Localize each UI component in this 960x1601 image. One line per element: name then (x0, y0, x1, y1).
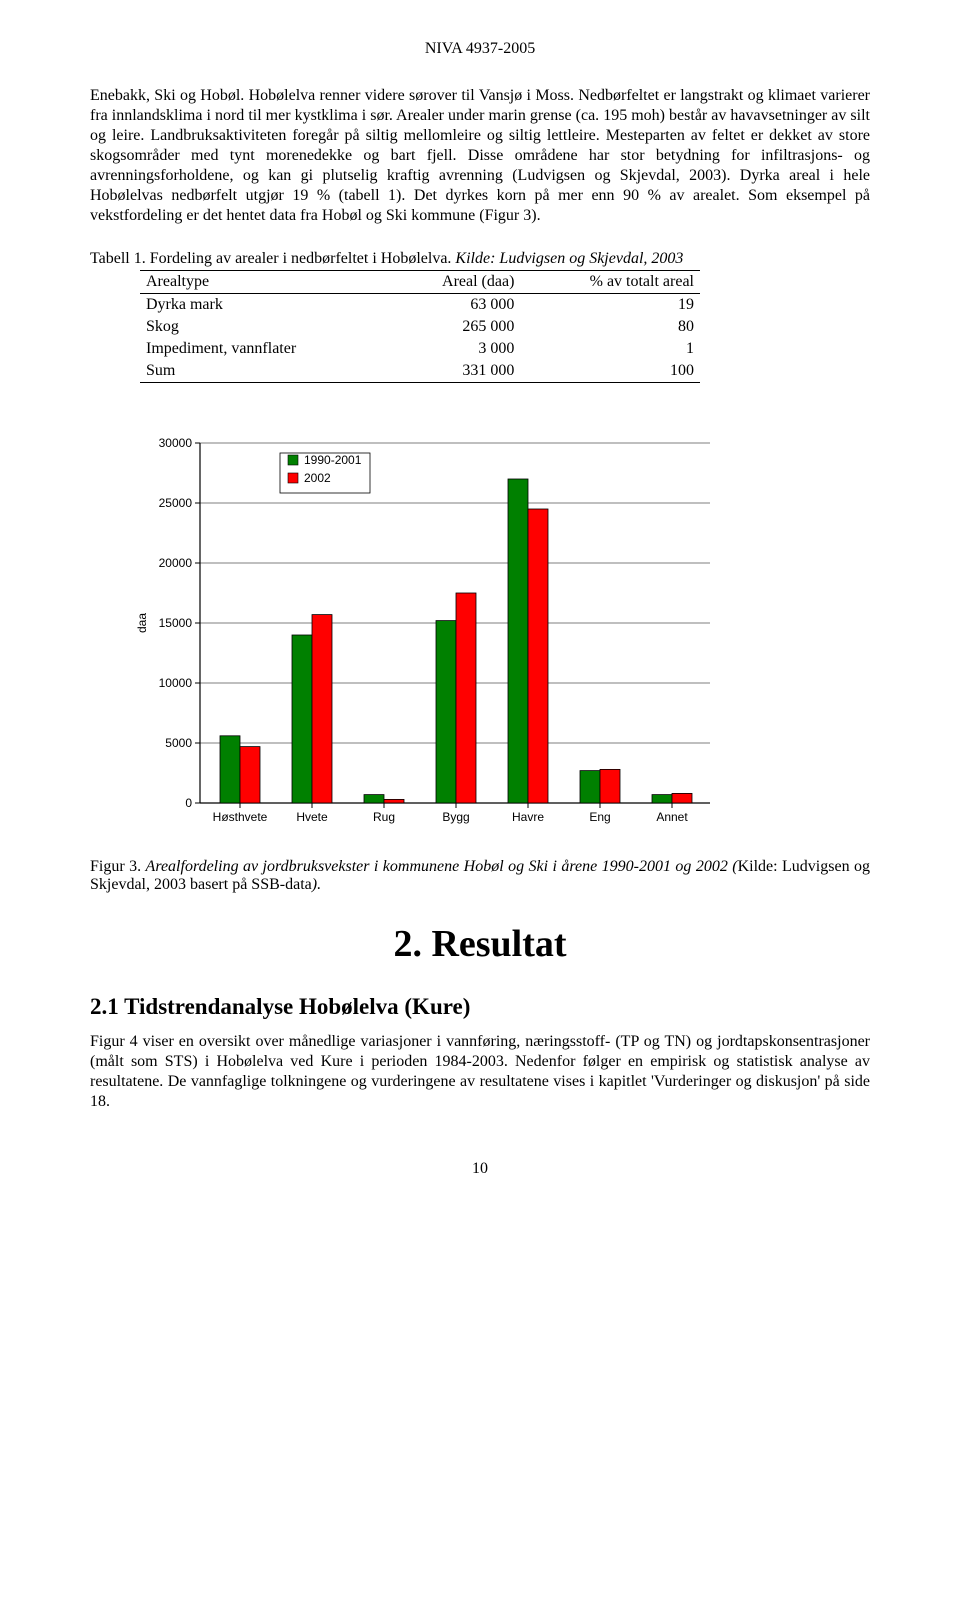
table-caption-italic: Kilde: Ludvigsen og Skjevdal, 2003 (455, 250, 683, 267)
table-row: Impediment, vannflater 3 000 1 (140, 338, 700, 360)
table-caption-plain: Tabell 1. Fordeling av arealer i nedbørf… (90, 250, 455, 267)
table-col-0: Arealtype (140, 271, 390, 294)
figure-caption: Figur 3. Arealfordeling av jordbruksveks… (90, 858, 870, 894)
page: NIVA 4937-2005 Enebakk, Ski og Hobøl. Ho… (0, 0, 960, 1238)
svg-text:Annet: Annet (656, 810, 688, 824)
table-cell: 19 (520, 294, 700, 317)
svg-text:0: 0 (185, 796, 192, 810)
table-col-1: Areal (daa) (390, 271, 520, 294)
table-cell: 3 000 (390, 338, 520, 360)
svg-text:30000: 30000 (159, 436, 193, 450)
page-number: 10 (90, 1160, 870, 1178)
bar-chart-svg: 0 5000 10000 15000 20000 25000 30000 daa Høsthve… (130, 423, 730, 843)
table-row: Dyrka mark 63 000 19 (140, 294, 700, 317)
svg-text:daa: daa (135, 613, 149, 633)
table-col-2: % av totalt areal (520, 271, 700, 294)
table-cell: 265 000 (390, 316, 520, 338)
figure-label: Figur 3. (90, 858, 146, 875)
table-row: Sum 331 000 100 (140, 360, 700, 383)
svg-text:15000: 15000 (159, 616, 193, 630)
svg-text:25000: 25000 (159, 496, 193, 510)
table-cell: 331 000 (390, 360, 520, 383)
page-header: NIVA 4937-2005 (90, 40, 870, 58)
subsection-title: 2.1 Tidstrendanalyse Hobølelva (Kure) (90, 994, 870, 1020)
svg-text:Havre: Havre (512, 810, 544, 824)
svg-text:Bygg: Bygg (442, 810, 469, 824)
table-cell: 100 (520, 360, 700, 383)
svg-text:10000: 10000 (159, 676, 193, 690)
table-cell: Impediment, vannflater (140, 338, 390, 360)
table-cell: Sum (140, 360, 390, 383)
table-header-row: Arealtype Areal (daa) % av totalt areal (140, 271, 700, 294)
svg-text:Høsthvete: Høsthvete (213, 810, 268, 824)
svg-text:2002: 2002 (304, 471, 331, 485)
svg-text:Rug: Rug (373, 810, 395, 824)
table-cell: 1 (520, 338, 700, 360)
table-cell: 80 (520, 316, 700, 338)
table-row: Skog 265 000 80 (140, 316, 700, 338)
areal-table: Arealtype Areal (daa) % av totalt areal … (140, 270, 700, 383)
bar-chart: 0 5000 10000 15000 20000 25000 30000 daa Høsthve… (130, 423, 870, 848)
table-cell: 63 000 (390, 294, 520, 317)
figure-caption-italic2: ). (312, 876, 321, 893)
table-cell: Dyrka mark (140, 294, 390, 317)
table-cell: Skog (140, 316, 390, 338)
section-title: 2. Resultat (90, 922, 870, 966)
svg-text:Hvete: Hvete (296, 810, 328, 824)
svg-text:1990-2001: 1990-2001 (304, 453, 362, 467)
svg-text:Eng: Eng (589, 810, 610, 824)
table-caption: Tabell 1. Fordeling av arealer i nedbørf… (90, 250, 870, 268)
paragraph-1: Enebakk, Ski og Hobøl. Hobølelva renner … (90, 86, 870, 226)
svg-text:5000: 5000 (165, 736, 192, 750)
figure-caption-italic: Arealfordeling av jordbruksvekster i kom… (146, 858, 738, 875)
paragraph-2: Figur 4 viser en oversikt over månedlige… (90, 1032, 870, 1112)
svg-text:20000: 20000 (159, 556, 193, 570)
